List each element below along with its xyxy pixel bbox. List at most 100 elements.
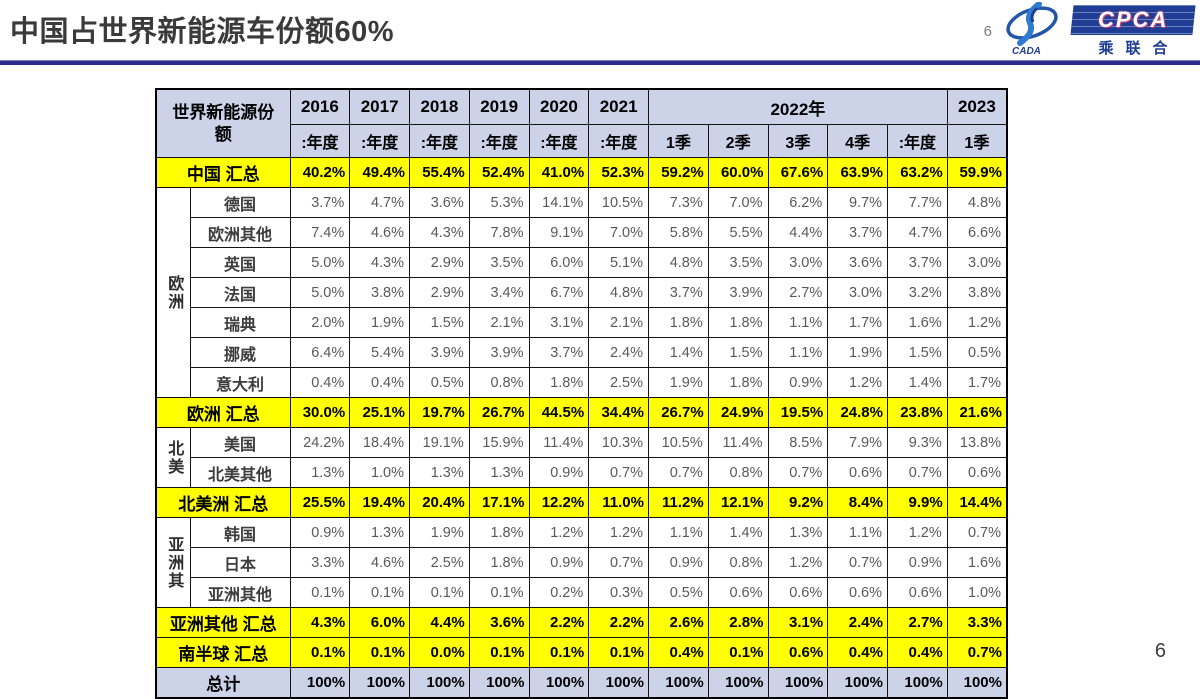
row-label: 南半球 汇总: [155, 637, 291, 668]
value-cell: 1.3%: [409, 457, 470, 488]
table-row: 瑞典 2.0% 1.9% 1.5% 2.1% 3.1% 2.1% 1.8% 1.8% 1.1% 1.…: [156, 307, 1008, 338]
value-cell: 5.0%: [289, 277, 351, 308]
value-cell: 3.9%: [707, 277, 769, 308]
value-cell: 3.7%: [887, 247, 948, 278]
value-cell: 2.0%: [289, 307, 351, 338]
value-cell: 0.9%: [887, 547, 948, 578]
value-cell: 3.0%: [827, 277, 888, 308]
value-cell: 0.7%: [648, 457, 709, 488]
value-cell: 0.7%: [588, 457, 649, 488]
row-label: 法国: [189, 277, 291, 308]
value-cell: 19.4%: [349, 487, 410, 518]
value-cell: 0.7%: [588, 547, 649, 578]
year-header: 2018: [409, 88, 470, 125]
row-label: 欧洲其他: [189, 217, 291, 248]
value-cell: 3.7%: [289, 187, 351, 218]
period-header: 2季: [707, 124, 769, 158]
value-cell: 2.9%: [409, 277, 470, 308]
value-cell: 3.8%: [946, 277, 1008, 308]
value-cell: 26.7%: [648, 397, 709, 428]
value-cell: 0.4%: [349, 367, 410, 398]
value-cell: 25.1%: [349, 397, 410, 428]
value-cell: 34.4%: [588, 397, 649, 428]
value-cell: 3.0%: [767, 247, 829, 278]
region-label: 欧洲: [155, 187, 191, 398]
cada-logo-icon: CADA: [1002, 0, 1064, 61]
value-cell: 1.9%: [648, 367, 709, 398]
value-cell: 3.2%: [887, 277, 948, 308]
value-cell: 0.6%: [887, 577, 948, 608]
value-cell: 3.5%: [707, 247, 769, 278]
value-cell: 0.5%: [946, 337, 1008, 368]
table-row: 亚洲其 韩国 0.9% 1.3% 1.9% 1.8% 1.2% 1.2% 1.1% 1.4% 1.3…: [155, 517, 1008, 608]
value-cell: 1.7%: [827, 307, 888, 338]
header-row-periods: :年度:年度:年度:年度:年度:年度 1季 2季 3季 4季:年度 1季: [156, 124, 1008, 158]
value-cell: 1.1%: [767, 337, 829, 368]
value-cell: 1.7%: [946, 367, 1008, 398]
value-cell: 0.1%: [349, 577, 410, 608]
value-cell: 1.3%: [767, 517, 829, 548]
value-cell: 9.2%: [767, 487, 829, 518]
value-cell: 3.9%: [468, 337, 530, 368]
value-cell: 1.2%: [528, 517, 590, 548]
value-cell: 0.6%: [827, 577, 888, 608]
value-cell: 0.1%: [588, 637, 649, 668]
period-header: :年度: [409, 124, 470, 158]
value-cell: 19.5%: [767, 397, 829, 428]
value-cell: 3.9%: [409, 337, 470, 368]
value-cell: 4.3%: [409, 217, 470, 248]
row-label: 意大利: [189, 367, 291, 398]
row-label: 北美洲 汇总: [155, 487, 291, 518]
value-cell: 24.8%: [827, 397, 888, 428]
region-label: 亚洲其: [155, 517, 191, 608]
value-cell: 24.9%: [707, 397, 769, 428]
value-cell: 19.1%: [409, 427, 470, 458]
value-cell: 1.8%: [648, 307, 709, 338]
value-cell: 4.8%: [946, 187, 1008, 218]
value-cell: 0.9%: [528, 547, 590, 578]
value-cell: 3.7%: [648, 277, 709, 308]
value-cell: 5.8%: [648, 217, 709, 248]
value-cell: 3.6%: [827, 247, 888, 278]
value-cell: 11.4%: [528, 427, 590, 458]
value-cell: 4.3%: [349, 247, 410, 278]
period-header: :年度: [588, 124, 649, 158]
value-cell: 1.4%: [887, 367, 948, 398]
value-cell: 0.6%: [946, 457, 1008, 488]
page-number-bottom: 6: [1154, 640, 1166, 662]
value-cell: 0.5%: [648, 577, 709, 608]
value-cell: 3.8%: [349, 277, 410, 308]
table-row: 英国 5.0% 4.3% 2.9% 3.5% 6.0% 5.1% 4.8% 3.5% 3.0% 3.…: [156, 247, 1008, 278]
value-cell: 2.1%: [468, 307, 530, 338]
value-cell: 63.9%: [827, 157, 888, 188]
value-cell: 1.9%: [409, 517, 470, 548]
header-logo-cluster: 6 CADA CPCA 乘联合: [983, 0, 1196, 61]
value-cell: 15.9%: [468, 427, 530, 458]
value-cell: 4.8%: [648, 247, 709, 278]
table-row: 欧洲 德国 3.7% 4.7% 3.6% 5.3% 14.1% 10.5% 7.3% 7.0% 6.…: [155, 187, 1008, 398]
value-cell: 5.1%: [588, 247, 649, 278]
table-row: 总计 100% 100% 100% 100% 100% 100% 100% 100% 100% 10…: [155, 667, 1008, 699]
value-cell: 0.7%: [946, 517, 1008, 548]
value-cell: 0.1%: [289, 637, 351, 668]
value-cell: 14.1%: [528, 187, 590, 218]
value-cell: 0.7%: [767, 457, 829, 488]
value-cell: 2.7%: [767, 277, 829, 308]
value-cell: 1.3%: [468, 457, 530, 488]
value-cell: 100%: [707, 667, 769, 699]
table-row: 欧洲 汇总 30.0% 25.1% 19.7% 26.7% 44.5% 34.4% 26.7%…: [155, 397, 1008, 428]
value-cell: 1.8%: [707, 307, 769, 338]
value-cell: 1.1%: [767, 307, 829, 338]
value-cell: 1.8%: [468, 517, 530, 548]
value-cell: 12.1%: [707, 487, 769, 518]
value-cell: 8.4%: [827, 487, 888, 518]
value-cell: 0.4%: [827, 637, 888, 668]
title-divider-line: [0, 60, 1200, 65]
page-number-top: 6: [983, 22, 992, 40]
value-cell: 1.6%: [946, 547, 1008, 578]
value-cell: 100%: [767, 667, 829, 699]
row-label: 英国: [189, 247, 291, 278]
value-cell: 1.2%: [588, 517, 649, 548]
header-row-years: 世界新能源份额 2016 2017 2018 2019 2020 2021 2022年 2023: [155, 88, 1008, 158]
value-cell: 17.1%: [468, 487, 530, 518]
